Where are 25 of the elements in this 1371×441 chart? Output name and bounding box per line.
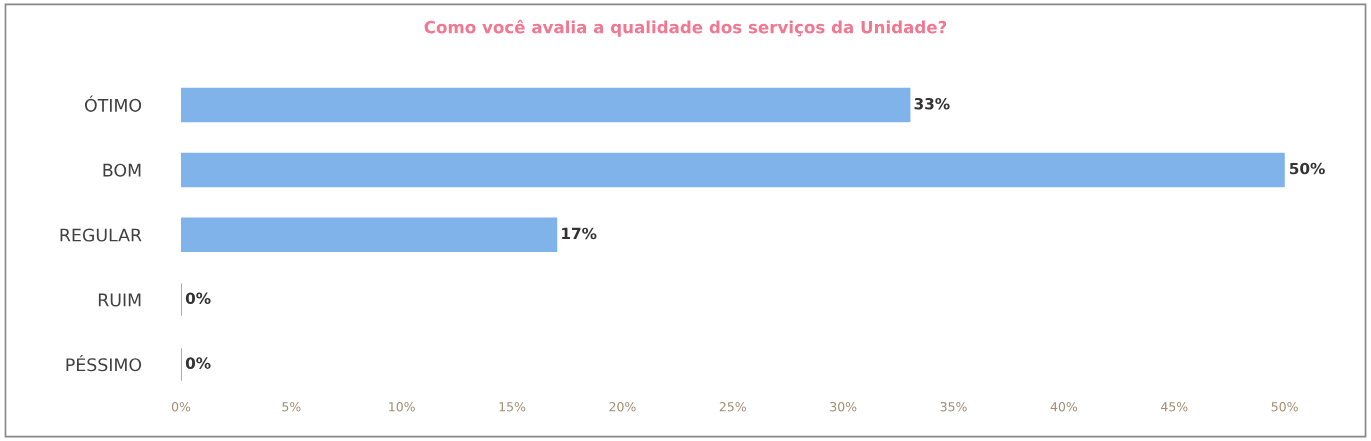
chart-title: Como você avalia a qualidade dos serviços da Unidade? <box>424 19 947 37</box>
y-tick-label: PÉSSIMO <box>66 355 142 372</box>
x-tick-label: 30% <box>830 401 857 412</box>
x-tick-label: 10% <box>389 401 415 412</box>
data-label: 0% <box>185 357 211 369</box>
y-tick-label: RUIM <box>98 293 141 307</box>
data-label: 17% <box>562 227 597 240</box>
x-tick-label: 50% <box>1271 401 1298 412</box>
bar <box>180 217 558 253</box>
bar <box>180 87 911 123</box>
y-tick-label: REGULAR <box>60 228 142 242</box>
y-tick-label: ÓTIMO <box>85 95 142 112</box>
x-tick-label: 35% <box>940 401 967 412</box>
x-tick-label: 40% <box>1050 401 1078 412</box>
x-tick-label: 15% <box>499 401 526 412</box>
data-label: 33% <box>914 97 950 110</box>
x-tick-label: 20% <box>609 401 636 412</box>
y-tick-label: BOM <box>103 163 141 177</box>
x-tick-label: 5% <box>282 401 301 412</box>
x-tick-label: 45% <box>1160 401 1188 412</box>
data-label: 0% <box>185 292 211 305</box>
x-tick-label: 0% <box>171 401 191 412</box>
x-tick-label: 25% <box>719 401 746 412</box>
data-label: 50% <box>1289 162 1325 175</box>
bar <box>180 152 1285 188</box>
